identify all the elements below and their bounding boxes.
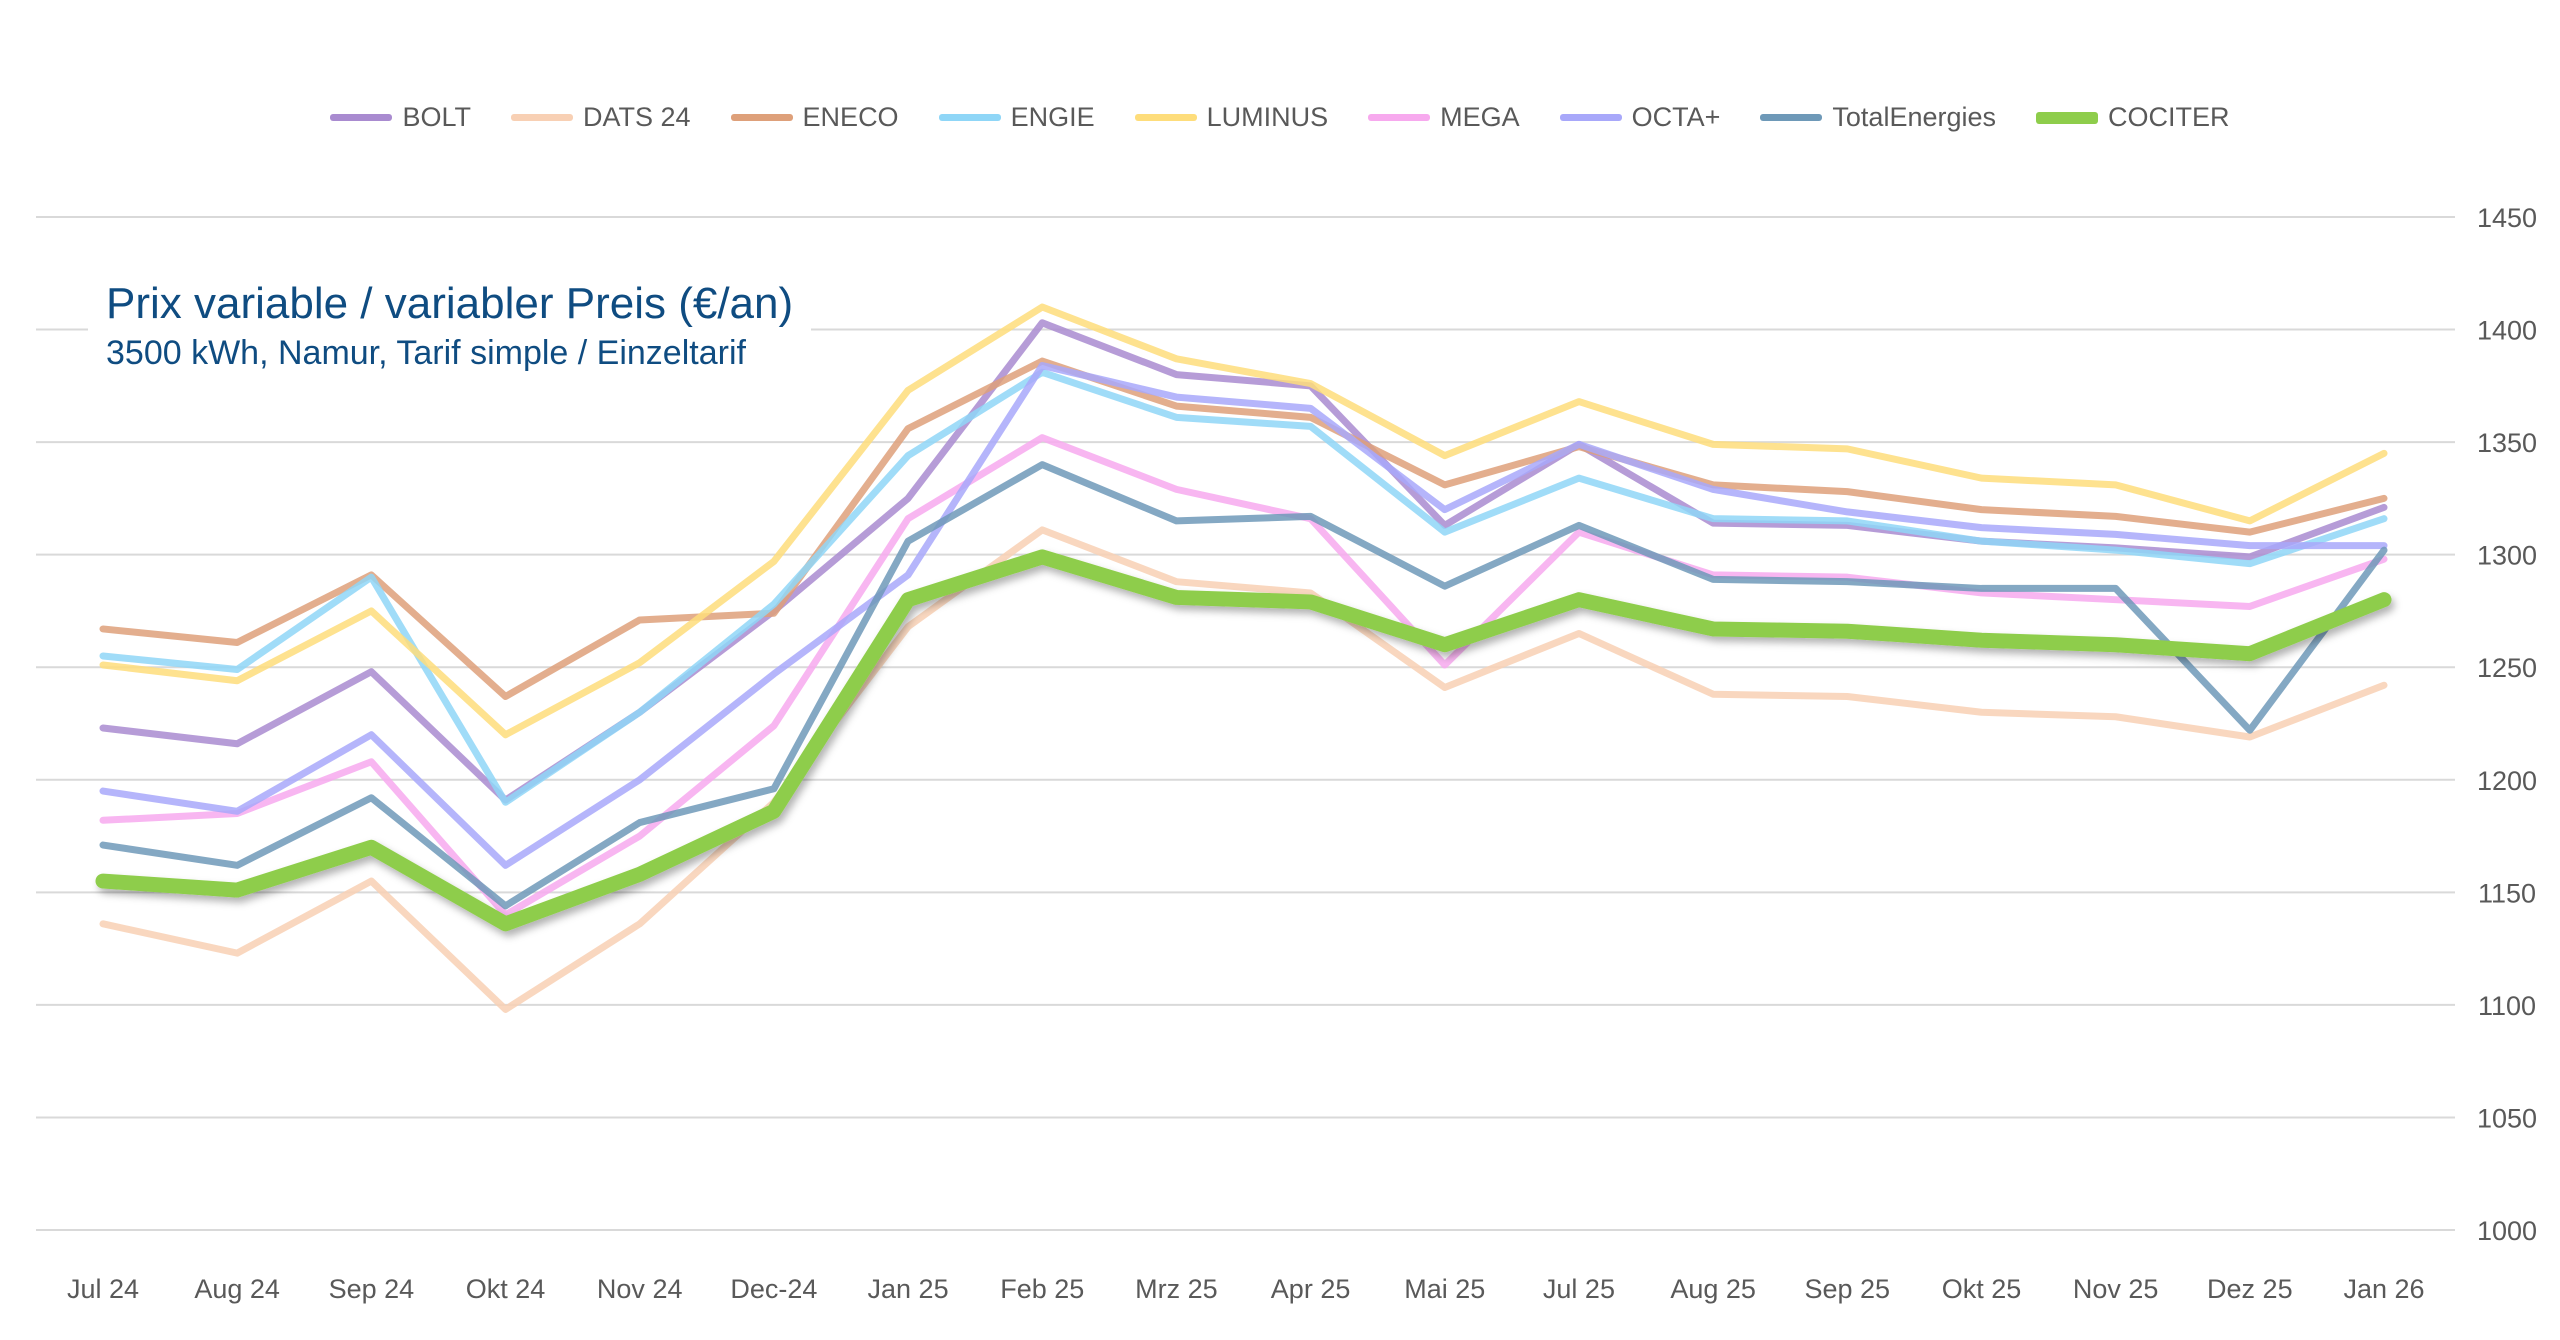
- x-tick-label: Feb 25: [1000, 1274, 1084, 1304]
- series-line-octa-: [99, 362, 2388, 869]
- y-tick-label: 1250: [2477, 653, 2537, 683]
- legend-label: COCITER: [2108, 102, 2230, 132]
- x-tick-label: Sep 25: [1805, 1274, 1891, 1304]
- x-tick-label: Okt 24: [466, 1274, 546, 1304]
- x-tick-label: Nov 25: [2073, 1274, 2159, 1304]
- legend-label: ENECO: [802, 102, 899, 132]
- x-tick-label: Mrz 25: [1135, 1274, 1218, 1304]
- legend-item: LUMINUS: [1134, 102, 1329, 133]
- x-tick-label: Nov 24: [597, 1274, 683, 1304]
- y-tick-label: 1050: [2477, 1103, 2537, 1133]
- series-line-luminus: [99, 303, 2388, 739]
- y-tick-label: 1400: [2477, 316, 2537, 346]
- x-tick-label: Jul 25: [1543, 1274, 1615, 1304]
- y-tick-label: 1350: [2477, 428, 2537, 458]
- legend-item: OCTA+: [1559, 102, 1721, 133]
- series-line-cociter: [95, 549, 2392, 932]
- legend-label: BOLT: [402, 102, 471, 132]
- y-tick-label: 1000: [2477, 1216, 2537, 1246]
- series-line-dats-24: [99, 526, 2388, 1013]
- y-tick-label: 1450: [2477, 203, 2537, 233]
- legend-swatch: [938, 114, 1001, 121]
- legend-swatch: [1760, 114, 1823, 121]
- legend-label: MEGA: [1440, 102, 1520, 132]
- y-tick-label: 1300: [2477, 541, 2537, 571]
- legend-item: BOLT: [330, 102, 471, 133]
- chart-title-box: Prix variable / variabler Preis (€/an) 3…: [88, 272, 812, 381]
- x-tick-label: Apr 25: [1271, 1274, 1351, 1304]
- x-tick-label: Jan 25: [868, 1274, 949, 1304]
- legend-item: ENGIE: [938, 102, 1095, 133]
- x-tick-label: Okt 25: [1942, 1274, 2022, 1304]
- legend-swatch: [330, 114, 393, 121]
- legend-label: OCTA+: [1631, 102, 1721, 132]
- legend-swatch: [730, 114, 793, 121]
- y-tick-label: 1200: [2477, 766, 2537, 796]
- legend-item: TotalEnergies: [1760, 102, 1996, 133]
- legend-swatch: [511, 114, 573, 121]
- x-tick-label: Dez 25: [2207, 1274, 2293, 1304]
- legend-label: TotalEnergies: [1832, 102, 1997, 132]
- legend-label: DATS 24: [583, 102, 691, 132]
- legend-item: MEGA: [1368, 102, 1520, 133]
- x-tick-label: Dec-24: [730, 1274, 817, 1304]
- legend-swatch: [1559, 114, 1622, 121]
- x-tick-label: Sep 24: [329, 1274, 415, 1304]
- legend-item: DATS 24: [511, 102, 691, 133]
- x-tick-label: Mai 25: [1404, 1274, 1485, 1304]
- legend-item: ENECO: [730, 102, 899, 133]
- x-tick-label: Aug 25: [1670, 1274, 1756, 1304]
- series-line-totalenergies: [99, 461, 2388, 910]
- legend: BOLT DATS 24 ENECO ENGIE LUMINUS MEGA OCTA+ Tot…: [0, 102, 2560, 133]
- y-tick-label: 1150: [2478, 878, 2536, 908]
- chart-title: Prix variable / variabler Preis (€/an): [106, 279, 794, 328]
- legend-label: LUMINUS: [1206, 102, 1329, 132]
- legend-swatch: [2036, 111, 2099, 124]
- series-line-engie: [99, 368, 2388, 806]
- legend-item: COCITER: [2036, 102, 2230, 133]
- legend-swatch: [1368, 114, 1431, 121]
- series-line-eneco: [99, 357, 2388, 700]
- legend-label: ENGIE: [1010, 102, 1095, 132]
- legend-swatch: [1134, 114, 1197, 121]
- x-tick-label: Jan 26: [2343, 1274, 2424, 1304]
- x-tick-label: Jul 24: [67, 1274, 139, 1304]
- y-tick-label: 1100: [2478, 991, 2536, 1021]
- chart-subtitle: 3500 kWh, Namur, Tarif simple / Einzelta…: [106, 333, 746, 372]
- x-tick-label: Aug 24: [194, 1274, 280, 1304]
- series-line-bolt: [99, 319, 2388, 804]
